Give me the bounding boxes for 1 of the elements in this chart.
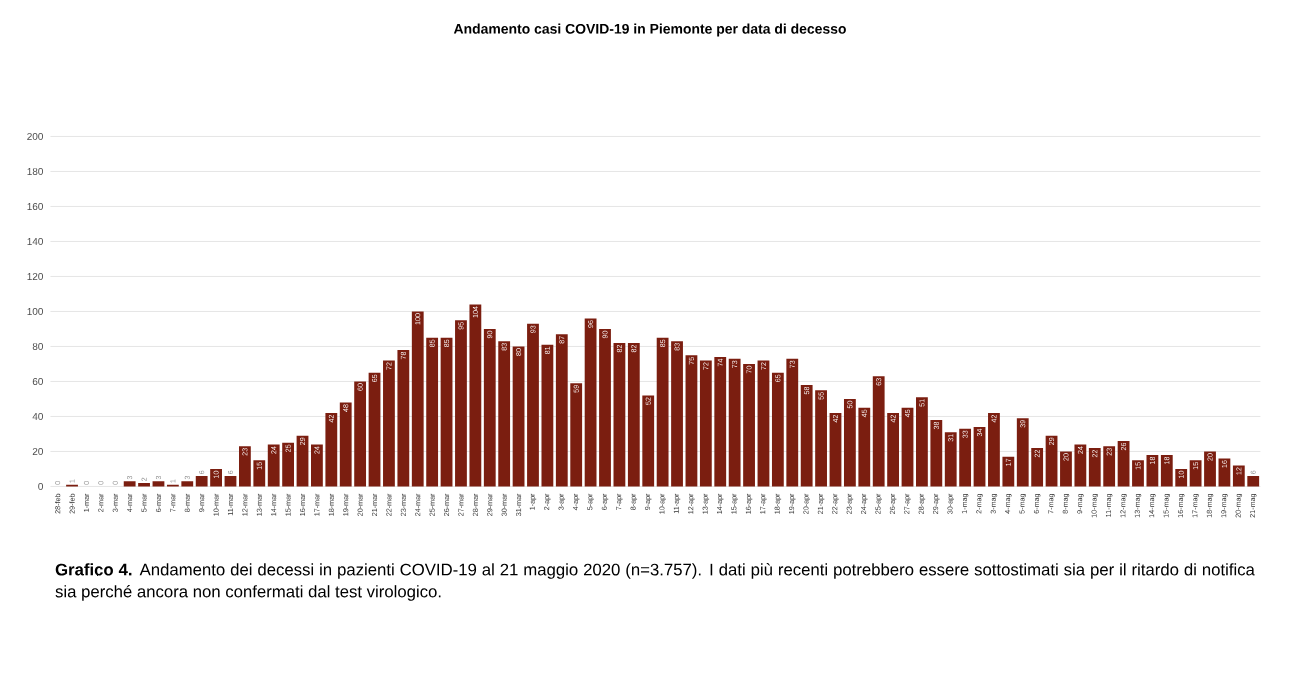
text: Grafico 4. Andamento dei decessi in pazienti COVID-19 al 21 maggio 2020 (n=3.757). I dati più recenti potrebbero essere sottostimati sia per il ritardo di notifica sia perché ancora non confermati dal test virologico.	[55, 563, 1255, 601]
